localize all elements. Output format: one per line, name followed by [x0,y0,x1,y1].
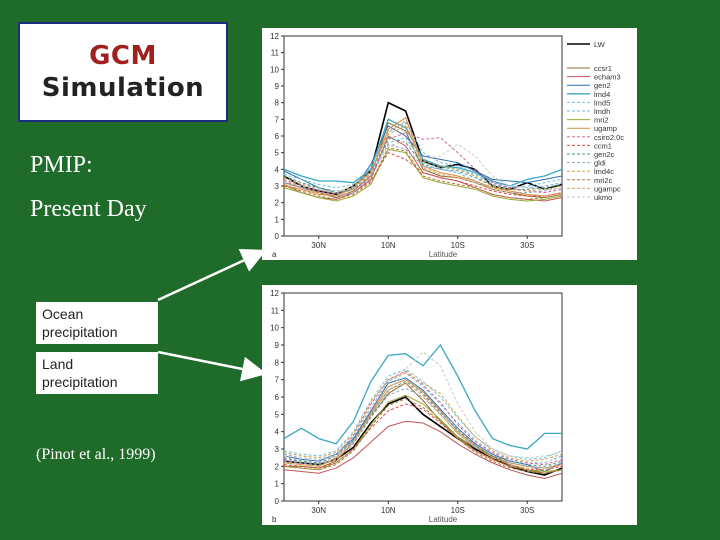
plot-frame [283,35,563,237]
series-line-ugamp [283,379,563,469]
legend-label-lmdh: lmdh [594,107,610,116]
series-line-gen2c [283,380,563,467]
y-tick-label: 8 [275,99,280,108]
y-tick-label: 7 [275,376,280,385]
y-tick-label: 11 [271,49,280,58]
y-tick-label: 11 [271,306,280,315]
arrow-to-land-chart [157,350,267,382]
panel-label: b [272,515,277,524]
series-line-ccsr1 [283,121,563,199]
chart-panel-land: 0 1 2 3 4 5 6 7 8 9 10 11 12 30N 10N 10S 30S Latitude b [262,285,637,525]
series-line-ukmo [283,140,563,194]
x-tick-label: 30S [520,506,534,515]
y-tick-label: 4 [275,165,280,174]
y-tick-label: 3 [275,182,280,191]
series-line-lmd5 [283,137,563,189]
series-line-mri2c [283,398,563,474]
x-tick-label: 30N [311,506,326,515]
series-line-lmdh [283,372,563,464]
y-tick-label: 4 [275,428,280,437]
y-tick-label: 6 [275,393,280,402]
y-tick-label: 2 [275,462,280,471]
legend-label-mri2: mri2 [594,116,609,125]
series-line-ugampc [283,121,563,197]
x-axis-label: Latitude [429,515,458,524]
series-line-lmd4c [283,125,563,194]
series-line-mri2 [283,148,563,202]
subtitle-present-day: Present Day [30,196,147,222]
series-line-csiro2.0c [283,370,563,466]
series-line-mri2c [283,147,563,200]
legend-label-ugampc: ugampc [594,184,621,193]
y-tick-label: 12 [270,289,279,298]
legend-label-lmd4c: lmd4c [594,167,614,176]
series-line-lmd5 [283,368,563,460]
title-box: GCM Simulation [18,22,228,122]
y-tick-label: 2 [275,199,280,208]
x-tick-label: 10N [381,241,396,250]
legend-label-LW: LW [594,40,606,49]
legend-label-lmd4: lmd4 [594,90,610,99]
legend-label-mri2c: mri2c [594,176,613,185]
land-label: Land precipitation [36,352,158,394]
x-axis-label: Latitude [429,250,458,259]
y-tick-label: 9 [275,341,280,350]
x-tick-label: 10S [451,506,465,515]
y-tick-label: 3 [275,445,280,454]
legend-label-ugamp: ugamp [594,124,617,133]
arrow-to-ocean-chart [157,249,267,302]
series-line-lmd4 [283,343,562,450]
series-line-gen2 [283,125,563,194]
legend-label-csiro2.0c: csiro2.0c [594,133,624,142]
series-line-ugamp [283,116,563,197]
y-tick-label: 10 [270,65,279,74]
legend-label-ukmo: ukmo [594,193,612,202]
x-tick-label: 10S [451,241,465,250]
series-line-lmd4c [283,372,563,462]
y-tick-label: 5 [275,149,280,158]
series-line-ugampc [283,382,563,471]
x-tick-label: 10N [381,506,396,515]
title-line-1: GCM [89,41,157,71]
series-line-csiro2.0c [283,132,563,195]
legend-label-echam3: echam3 [594,73,621,82]
series-line-ukmo [283,351,563,460]
y-tick-label: 0 [275,497,280,506]
panel-label: a [272,250,277,259]
legend-label-lmd5: lmd5 [594,98,610,107]
x-tick-label: 30S [520,241,534,250]
series-line-mri2 [283,394,563,473]
title-line-2: Simulation [41,73,205,103]
series-line-ccsr1 [284,382,563,474]
legend-label-gldi: gldi [594,159,606,168]
y-tick-label: 0 [275,232,280,241]
y-tick-label: 9 [275,82,280,91]
ocean-label: Ocean precipitation [36,302,158,344]
legend-label-ccsr1: ccsr1 [594,64,612,73]
series-line-ccm1 [283,152,563,197]
legend-label-gen2c: gen2c [594,150,615,159]
y-tick-label: 8 [275,358,280,367]
x-tick-label: 30N [311,241,326,250]
series-line-ccm1 [283,403,563,471]
y-tick-label: 1 [275,480,280,489]
subtitle-pmip: PMIP: [30,152,93,178]
legend-label-ccm1: ccm1 [594,141,612,150]
y-tick-label: 7 [275,115,280,124]
series-line-lmd4 [283,118,563,187]
citation: (Pinot et al., 1999) [36,446,156,463]
y-tick-label: 5 [275,410,280,419]
y-tick-label: 12 [270,32,279,41]
y-tick-label: 10 [270,324,279,333]
legend-label-gen2: gen2 [594,81,611,90]
series-line-gen2c [283,137,563,194]
series-line-gldi [283,143,563,197]
series-line-echam3 [283,420,563,479]
chart-panel-ocean: 0 1 2 3 4 5 6 7 8 9 10 11 12 30N 10N 10S 30S Latitude a LW c… [262,28,637,260]
series-line-gldi [283,387,563,469]
y-tick-label: 6 [275,132,280,141]
y-tick-label: 1 [275,215,280,224]
